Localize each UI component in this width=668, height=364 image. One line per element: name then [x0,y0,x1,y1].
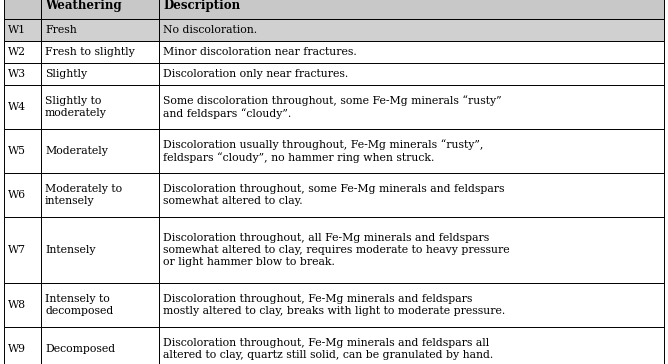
Bar [159,19,664,41]
Text: Minor discoloration near fractures.: Minor discoloration near fractures. [163,47,357,57]
Bar [159,283,664,327]
Bar [159,327,664,364]
Text: Description: Description [163,0,240,12]
Bar [159,41,664,63]
Bar [4,41,41,63]
Text: W6: W6 [8,190,26,200]
Bar [4,0,41,19]
Text: W8: W8 [8,300,26,310]
Text: Decomposed: Decomposed [45,344,115,354]
Bar [4,217,41,283]
Text: Slightly: Slightly [45,69,87,79]
Text: W4: W4 [8,102,26,112]
Bar [4,85,41,129]
Text: No discoloration.: No discoloration. [163,25,257,35]
Bar [41,129,159,173]
Text: W9: W9 [8,344,26,354]
Bar [4,173,41,217]
Bar [41,63,159,85]
Text: W1: W1 [8,25,26,35]
Text: Intensely: Intensely [45,245,96,255]
Text: Intensely to
decomposed: Intensely to decomposed [45,294,114,316]
Bar [159,85,664,129]
Text: Discoloration usually throughout, Fe-Mg minerals “rusty”,
feldspars “cloudy”, no: Discoloration usually throughout, Fe-Mg … [163,139,484,163]
Text: Moderately: Moderately [45,146,108,156]
Bar [41,85,159,129]
Text: W2: W2 [8,47,26,57]
Bar [159,63,664,85]
Bar [4,19,41,41]
Text: Discoloration throughout, some Fe-Mg minerals and feldspars
somewhat altered to : Discoloration throughout, some Fe-Mg min… [163,184,504,206]
Bar [4,129,41,173]
Bar [159,217,664,283]
Text: W5: W5 [8,146,26,156]
Bar [159,0,664,19]
Text: Discoloration throughout, all Fe-Mg minerals and feldspars
somewhat altered to c: Discoloration throughout, all Fe-Mg mine… [163,233,510,267]
Text: Some discoloration throughout, some Fe-Mg minerals “rusty”
and feldspars “cloudy: Some discoloration throughout, some Fe-M… [163,95,502,119]
Bar [159,173,664,217]
Bar [4,327,41,364]
Bar [41,173,159,217]
Text: Fresh to slightly: Fresh to slightly [45,47,135,57]
Text: Discoloration throughout, Fe-Mg minerals and feldspars all
altered to clay, quar: Discoloration throughout, Fe-Mg minerals… [163,338,493,360]
Text: Weathering: Weathering [45,0,122,12]
Text: Discoloration throughout, Fe-Mg minerals and feldspars
mostly altered to clay, b: Discoloration throughout, Fe-Mg minerals… [163,294,505,316]
Bar [41,19,159,41]
Bar [41,0,159,19]
Bar [159,129,664,173]
Bar [4,283,41,327]
Text: W7: W7 [8,245,26,255]
Text: Slightly to
moderately: Slightly to moderately [45,96,107,118]
Bar [41,41,159,63]
Bar [41,217,159,283]
Text: Fresh: Fresh [45,25,77,35]
Text: Moderately to
intensely: Moderately to intensely [45,184,122,206]
Text: W3: W3 [8,69,26,79]
Text: Discoloration only near fractures.: Discoloration only near fractures. [163,69,348,79]
Bar [41,327,159,364]
Bar [4,63,41,85]
Bar [41,283,159,327]
